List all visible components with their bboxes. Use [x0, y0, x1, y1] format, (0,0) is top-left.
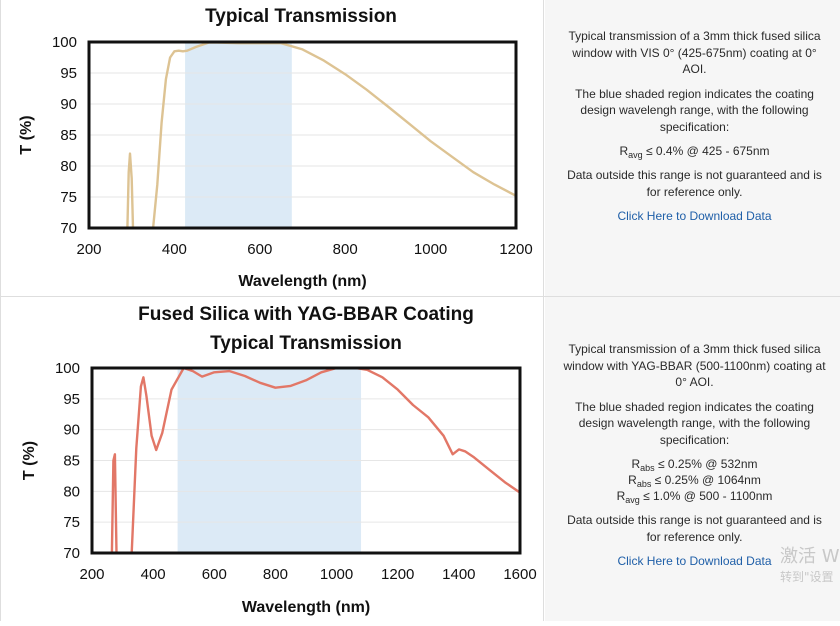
- transmission-chart-1: Typical Transmission 70 75 80 85 90 95 100 200 40…: [18, 6, 533, 290]
- description-block-1: Typical transmission of a 3mm thick fuse…: [559, 28, 830, 233]
- activation-watermark-line-1: 激活 W: [780, 546, 840, 567]
- spec-subscript: avg: [625, 495, 640, 505]
- x-tick-label: 800: [333, 241, 358, 258]
- spec-subscript: abs: [640, 463, 655, 473]
- description-text: Typical transmission of a 3mm thick fuse…: [568, 29, 821, 76]
- chart-cell-1: Typical Transmission 70 75 80 85 90 95 100 200 40…: [0, 0, 544, 296]
- download-data-link[interactable]: Click Here to Download Data: [617, 209, 772, 223]
- x-tick-label: 800: [263, 566, 288, 583]
- spec-value: ≤ 1.0% @ 500 - 1100nm: [639, 489, 773, 503]
- spec-symbol: R: [631, 457, 641, 471]
- coating-specification: Rabs ≤ 0.25% @ 532nm Rabs ≤ 0.25% @ 1064n…: [559, 456, 830, 505]
- x-tick-label: 200: [76, 241, 101, 258]
- x-tick-label: 400: [162, 241, 187, 258]
- series-line: [110, 368, 520, 553]
- spec-value: ≤ 0.25% @ 532nm: [654, 457, 758, 471]
- y-axis-label: T (%): [18, 115, 35, 154]
- chart-row-1: Typical Transmission 70 75 80 85 90 95 100 200 40…: [0, 0, 840, 297]
- chart-row-2: Fused Silica with YAG-BBAR Coating Typica…: [0, 297, 840, 621]
- y-tick-label: 85: [63, 453, 80, 470]
- description-cell-2: Typical transmission of a 3mm thick fuse…: [545, 297, 840, 621]
- spec-symbol: R: [628, 473, 637, 487]
- spec-subscript: avg: [628, 150, 643, 160]
- y-tick-label: 75: [60, 189, 77, 206]
- y-tick-label: 70: [63, 545, 80, 562]
- spec-line: Rabs ≤ 0.25% @ 532nm: [559, 456, 830, 473]
- plot-frame: [87, 40, 518, 230]
- disclaimer-text: Data outside this range is not guarantee…: [567, 513, 822, 544]
- spec-line: Rabs ≤ 0.25% @ 1064nm: [559, 472, 830, 489]
- y-tick-label: 100: [55, 360, 80, 377]
- spec-symbol: R: [616, 489, 626, 503]
- y-tick-label: 100: [52, 34, 77, 51]
- activation-watermark-line-2: 转到"设置: [780, 570, 834, 584]
- y-tick-label: 70: [60, 220, 77, 237]
- x-tick-label: 1200: [381, 566, 414, 583]
- download-data-link[interactable]: Click Here to Download Data: [617, 554, 772, 568]
- transmission-chart-2: Fused Silica with YAG-BBAR Coating Typica…: [21, 304, 537, 616]
- y-tick-label: 95: [63, 391, 80, 408]
- x-tick-label: 1000: [320, 566, 353, 583]
- disclaimer-text: Data outside this range is not guarantee…: [567, 168, 822, 199]
- chart-title: Typical Transmission: [205, 6, 397, 27]
- spec-symbol: R: [619, 144, 629, 158]
- x-tick-label: 600: [202, 566, 227, 583]
- description-text: Typical transmission of a 3mm thick fuse…: [563, 342, 826, 389]
- y-axis-label: T (%): [21, 441, 38, 480]
- spec-line: Ravg ≤ 1.0% @ 500 - 1100nm: [559, 488, 830, 505]
- chart-cell-2: Fused Silica with YAG-BBAR Coating Typica…: [0, 297, 544, 621]
- description-cell-1: Typical transmission of a 3mm thick fuse…: [545, 0, 840, 296]
- y-tick-label: 75: [63, 514, 80, 531]
- y-tick-label: 80: [63, 483, 80, 500]
- x-tick-label: 600: [247, 241, 272, 258]
- x-tick-label: 1000: [414, 241, 447, 258]
- x-axis-label: Wavelength (nm): [238, 273, 366, 290]
- y-tick-label: 95: [60, 65, 77, 82]
- x-axis-label: Wavelength (nm): [242, 599, 370, 616]
- chart-title: Fused Silica with YAG-BBAR Coating: [138, 304, 474, 325]
- x-tick-label: 200: [79, 566, 104, 583]
- chart-subtitle: Typical Transmission: [210, 333, 402, 354]
- shaded-region-note: The blue shaded region indicates the coa…: [575, 399, 814, 447]
- spec-value: ≤ 0.4% @ 425 - 675nm: [642, 144, 770, 158]
- plot-frame: [90, 366, 522, 555]
- shaded-region-note: The blue shaded region indicates the coa…: [575, 86, 814, 134]
- x-tick-label: 1200: [499, 241, 532, 258]
- spec-subscript: abs: [636, 479, 652, 489]
- coating-specification: Ravg ≤ 0.4% @ 425 - 675nm: [559, 143, 830, 160]
- y-tick-label: 90: [60, 96, 77, 113]
- spec-line: Ravg ≤ 0.4% @ 425 - 675nm: [559, 143, 830, 160]
- description-block-2: Typical transmission of a 3mm thick fuse…: [559, 341, 830, 578]
- x-tick-label: 1600: [503, 566, 536, 583]
- spec-value: ≤ 0.25% @ 1064nm: [651, 473, 761, 487]
- x-tick-label: 400: [141, 566, 166, 583]
- x-tick-label: 1400: [442, 566, 475, 583]
- y-tick-label: 90: [63, 422, 80, 439]
- y-tick-label: 80: [60, 158, 77, 175]
- y-tick-label: 85: [60, 127, 77, 144]
